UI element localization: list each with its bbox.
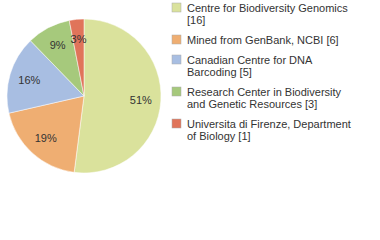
legend-label: Universita di Firenze, Departmentof Biol… [187,118,351,142]
data-labels: 51% 19% 16% 9% 3% [18,33,152,144]
legend-swatch [172,119,181,128]
data-label: 3% [71,33,87,45]
slices [7,19,161,173]
legend-swatch [172,55,181,64]
legend-swatch [172,87,181,96]
data-label: 9% [50,39,66,51]
pie-slice [69,19,84,96]
pie-slice [74,19,161,173]
legend-label: Canadian Centre for DNABarcoding [5] [187,54,313,78]
data-label: 19% [35,132,57,144]
legend-label: Research Center in Biodiversityand Genet… [187,86,342,110]
legend-swatch [172,35,181,44]
data-label: 16% [18,74,40,86]
legend-label: Mined from GenBank, NCBI [6] [187,34,339,46]
legend-swatch [172,3,181,12]
chart: 51% 19% 16% 9% 3% Centre for Biodiversity Gen… [0,0,380,240]
legend: Centre for Biodiversity Genomics[16] Mine… [172,2,351,142]
data-label: 51% [130,94,152,106]
legend-label: Centre for Biodiversity Genomics[16] [187,2,348,26]
